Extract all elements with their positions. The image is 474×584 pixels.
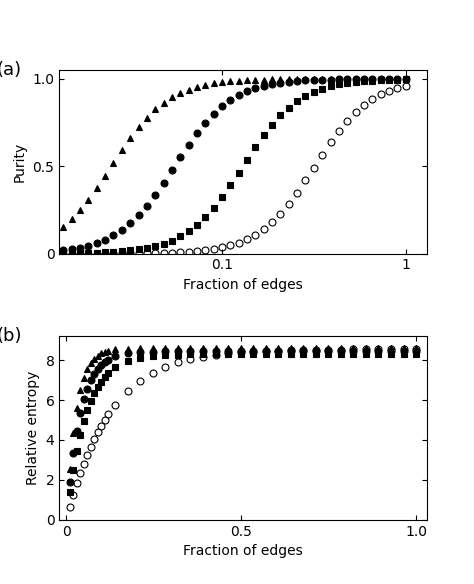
Y-axis label: Purity: Purity [13,142,27,182]
Text: (a): (a) [0,61,22,79]
Y-axis label: Relative entropy: Relative entropy [26,371,40,485]
Text: (b): (b) [0,327,22,345]
X-axis label: Fraction of edges: Fraction of edges [183,544,303,558]
X-axis label: Fraction of edges: Fraction of edges [183,278,303,292]
